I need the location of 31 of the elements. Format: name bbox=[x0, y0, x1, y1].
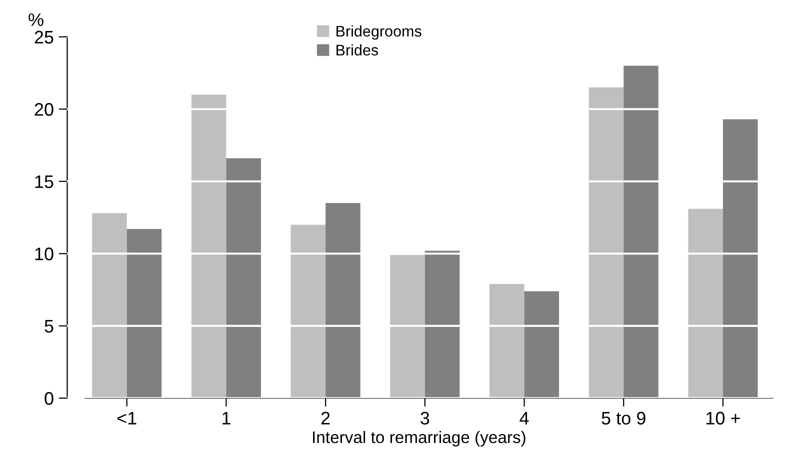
x-tick-label: 10 + bbox=[706, 412, 740, 425]
bar bbox=[489, 284, 524, 398]
bar bbox=[524, 291, 560, 398]
x-tick-label: 1 bbox=[222, 412, 230, 424]
bar bbox=[588, 87, 624, 398]
bar bbox=[92, 213, 127, 398]
x-tick-label: 3 bbox=[420, 412, 430, 425]
y-tick-label: 25 bbox=[34, 30, 54, 44]
bar bbox=[126, 229, 162, 398]
x-axis-title: Interval to remarriage (years) bbox=[313, 430, 526, 446]
bar bbox=[226, 158, 261, 398]
bar bbox=[326, 203, 360, 398]
bar bbox=[688, 208, 723, 398]
y-axis-title: % bbox=[28, 13, 44, 26]
y-tick-label: 5 bbox=[44, 320, 54, 333]
y-tick-label: 0 bbox=[44, 392, 54, 405]
x-tick-label: 2 bbox=[321, 412, 330, 424]
y-tick-label: 15 bbox=[35, 175, 54, 188]
bar bbox=[624, 66, 658, 398]
bar bbox=[390, 255, 425, 398]
bar bbox=[722, 119, 758, 398]
legend-label: Brides bbox=[336, 44, 378, 56]
y-tick-label: 20 bbox=[34, 103, 54, 116]
y-tick-label: 10 bbox=[35, 248, 54, 260]
x-tick-label: 4 bbox=[520, 412, 529, 424]
legend-label: Bridegrooms bbox=[336, 25, 422, 40]
bar bbox=[424, 250, 460, 398]
bar bbox=[191, 94, 226, 398]
bar bbox=[290, 224, 326, 398]
x-tick-label: <1 bbox=[117, 412, 136, 424]
x-tick-label: 5 to 9 bbox=[602, 412, 646, 425]
